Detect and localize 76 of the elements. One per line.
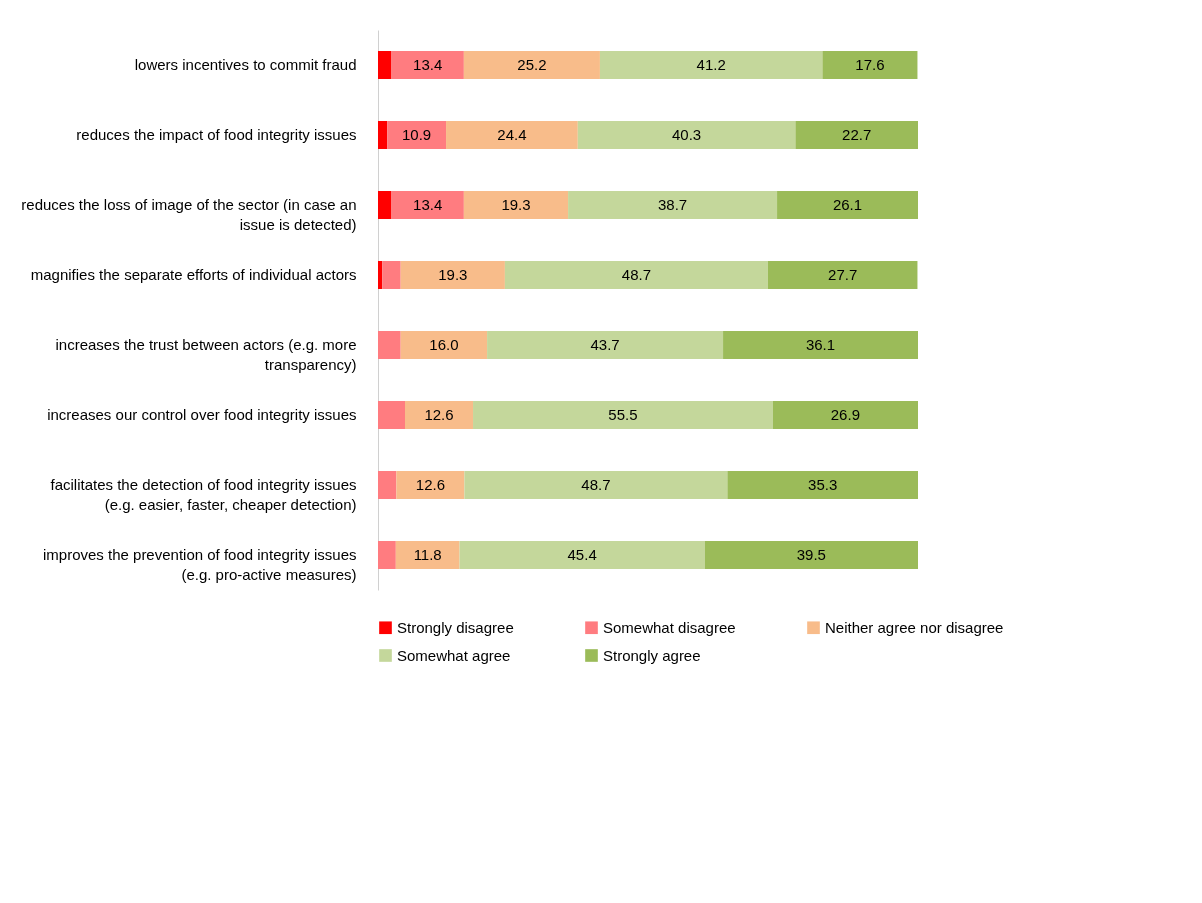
data-label: 38.7	[657, 196, 688, 213]
bar	[568, 191, 778, 219]
data-label: 26.1	[832, 196, 863, 213]
data-label: 22.7	[842, 126, 872, 143]
y-tick-label: reduces the impact of food integrity issues	[76, 126, 357, 143]
y-tick-label: reduces the loss of image of the sector (in case an issue is detected)	[21, 196, 357, 233]
bar	[396, 471, 465, 499]
bar	[400, 331, 488, 359]
bar	[577, 121, 796, 149]
bar	[378, 121, 388, 149]
y-tick-label: increases our control over food integrity issues	[47, 406, 357, 423]
bar	[767, 261, 918, 289]
y-tick-label: magnifies the separate efforts of individual actors	[30, 266, 357, 283]
bar	[378, 541, 396, 569]
data-label: 55.5	[608, 406, 638, 423]
data-label: 36.1	[805, 336, 836, 353]
y-tick-label: lowers incentives to commit fraud	[134, 56, 357, 73]
bar	[378, 261, 383, 289]
bar	[795, 121, 918, 149]
data-label: 27.7	[828, 266, 858, 283]
data-label: 19.3	[438, 266, 468, 283]
bar	[378, 401, 405, 429]
data-label: 17.6	[855, 56, 885, 73]
bar	[382, 261, 401, 289]
bar	[464, 471, 728, 499]
bar	[463, 191, 569, 219]
data-label: 12.6	[424, 406, 454, 423]
bar	[473, 401, 773, 429]
data-label: 10.9	[402, 126, 432, 143]
legend-label: Strongly agree	[603, 646, 701, 664]
legend-label: Somewhat disagree	[603, 618, 736, 636]
data-label: 35.3	[808, 476, 838, 493]
data-label: 48.7	[621, 266, 651, 283]
data-label: 11.8	[413, 546, 442, 563]
bar	[822, 51, 918, 79]
bar	[446, 121, 578, 149]
bar	[463, 51, 600, 79]
legend-label: Strongly disagree	[397, 618, 514, 636]
data-label: 39.5	[796, 546, 826, 563]
bar	[400, 261, 505, 289]
bar	[405, 401, 474, 429]
data-label: 24.4	[497, 126, 527, 143]
legend-label: Neither agree nor disagree	[825, 618, 1004, 636]
data-label: 26.9	[830, 406, 860, 423]
data-label: 12.6	[415, 476, 445, 493]
bar	[487, 331, 724, 359]
bar	[378, 471, 397, 499]
data-label: 43.7	[590, 336, 620, 353]
y-tick-label: increases the trust between actors (e.g. more transparency)	[55, 336, 357, 373]
data-label: 48.7	[581, 476, 611, 493]
data-label: 13.4	[413, 196, 443, 213]
bar	[504, 261, 768, 289]
bar	[777, 191, 918, 219]
y-tick-label: improves the prevention of food integrity issues (e.g. pro-active measures)	[43, 546, 357, 583]
bar	[378, 331, 401, 359]
bar	[599, 51, 823, 79]
y-tick-label: facilitates the detection of food integrity issues (e.g. easier, faster, cheaper detection)	[50, 476, 357, 513]
bar	[395, 541, 460, 569]
data-label: 40.3	[672, 126, 702, 143]
bar	[704, 541, 918, 569]
bar	[378, 191, 392, 219]
bar	[391, 51, 464, 79]
data-label: 13.4	[413, 56, 443, 73]
bar	[378, 51, 392, 79]
data-label: 45.4	[567, 546, 597, 563]
bar	[459, 541, 705, 569]
data-label: 19.3	[501, 196, 531, 213]
bar	[391, 191, 464, 219]
bar	[727, 471, 918, 499]
data-label: 41.2	[696, 56, 726, 73]
bar	[723, 331, 918, 359]
data-label: 16.0	[429, 336, 459, 353]
legend-label: Somewhat agree	[397, 646, 511, 664]
data-label: 25.2	[517, 56, 547, 73]
bar	[772, 401, 918, 429]
bar	[387, 121, 447, 149]
